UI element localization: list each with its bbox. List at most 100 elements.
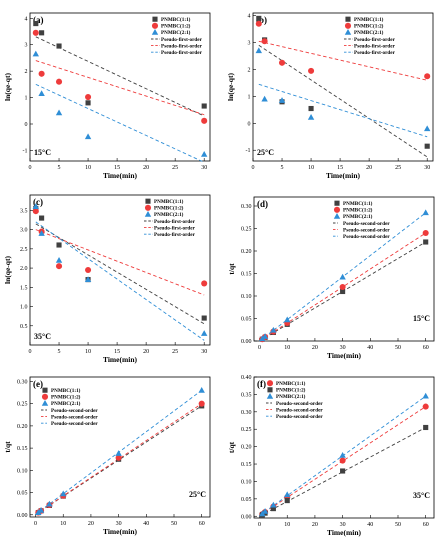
x-tick-label: 15 — [114, 165, 120, 171]
x-tick-label: 0 — [29, 349, 32, 355]
data-point — [85, 100, 91, 106]
y-axis-label: ln(qe-qt) — [3, 73, 12, 101]
x-tick-label: 10 — [85, 349, 91, 355]
data-point — [261, 38, 268, 45]
x-tick-label: 30 — [340, 345, 346, 351]
legend-entry: PNMBC(2:1) — [354, 29, 384, 36]
legend-marker — [333, 206, 341, 213]
x-tick-label: 20 — [312, 345, 318, 351]
y-axis-label: t/qt — [227, 263, 236, 275]
legend-entry: Pseudo-second-order — [343, 227, 390, 233]
y-tick-label: 0.5 — [20, 324, 28, 330]
x-tick-label: 0 — [34, 521, 37, 527]
y-tick-label: 0.20 — [241, 249, 252, 255]
temperature-label: 15°C — [34, 148, 51, 157]
chart-panel-6: 0 10 20 30 40 50 60 0.00 0.05 0.10 0.15 0.20 0.25 0.3… — [227, 375, 435, 537]
data-point — [55, 263, 63, 270]
y-tick-label: 0.10 — [241, 294, 252, 300]
legend-entry: PNMBC(1:1) — [154, 198, 184, 205]
x-axis-label: Time(min) — [327, 528, 362, 537]
data-point — [201, 117, 208, 124]
data-point — [84, 276, 92, 283]
temperature-label: 25°C — [189, 490, 206, 499]
data-point — [115, 450, 122, 456]
x-tick-label: 10 — [284, 522, 290, 528]
data-point — [56, 242, 62, 248]
legend-entry: Pseudo-second-order — [343, 221, 390, 227]
legend-marker — [266, 393, 274, 399]
y-tick-label: 0.00 — [17, 513, 28, 519]
y-tick-label: 3.0 — [20, 228, 28, 234]
data-point — [339, 457, 346, 464]
fit-line — [35, 221, 205, 341]
legend-entry: Pseudo-second-order — [51, 414, 98, 420]
chart-panel-5: 0 10 20 30 40 50 60 0.00 0.05 0.10 0.15 0.20 0.25 0.3… — [3, 376, 211, 536]
x-tick-label: 50 — [171, 521, 177, 527]
x-tick-label: 20 — [143, 165, 149, 171]
data-point — [270, 506, 276, 512]
x-tick-label: 25 — [172, 165, 178, 171]
x-tick-label: 25 — [172, 349, 178, 355]
x-tick-label: 20 — [366, 165, 372, 171]
legend-entry: Pseudo-first-order — [154, 219, 196, 225]
legend-entry: Pseudo-second-order — [276, 414, 323, 420]
x-tick-label: 30 — [201, 165, 207, 171]
x-tick-label: 40 — [367, 522, 373, 528]
y-axis-label: ln(qe-qt) — [3, 256, 12, 284]
data-point — [115, 454, 122, 461]
data-point — [261, 333, 269, 339]
x-tick-label: 15 — [114, 349, 120, 355]
data-point — [339, 273, 346, 280]
legend-entry: Pseudo-first-order — [154, 225, 196, 231]
y-tick-label: 0.25 — [241, 427, 252, 433]
x-tick-label: 15 — [337, 165, 343, 171]
x-tick-label: 30 — [116, 521, 122, 527]
chart-panel-2: 0 5 10 15 20 25 30 -1 0 1 2 3 4 Time(min) ln(qe-qt) (b)… — [226, 12, 434, 180]
legend: PNMBC(1:1)PNMBC(1:2)PNMBC(2:1)Pseudo-sec… — [333, 200, 390, 240]
legend-marker — [334, 200, 340, 206]
x-tick-label: 20 — [143, 349, 149, 355]
data-point — [423, 239, 429, 245]
x-tick-label: 5 — [58, 349, 61, 355]
data-point — [84, 133, 92, 140]
legend-entry: Pseudo-first-order — [161, 43, 203, 49]
data-point — [278, 59, 286, 66]
data-point — [424, 143, 430, 149]
y-tick-label: 0.25 — [17, 402, 28, 408]
x-tick-label: 10 — [85, 165, 91, 171]
y-tick-label: 4 — [25, 16, 28, 22]
data-point — [261, 95, 268, 102]
legend-entry: Pseudo-second-order — [276, 401, 323, 407]
legend-entry: Pseudo-second-order — [51, 408, 98, 414]
legend-entry: PNMBC(1:1) — [343, 200, 373, 207]
data-point — [284, 316, 291, 323]
fit-line — [258, 83, 428, 138]
x-tick-label: 0 — [29, 165, 32, 171]
data-point — [284, 491, 291, 498]
data-point — [255, 47, 263, 54]
data-point — [60, 490, 67, 497]
plot-frame — [252, 12, 434, 162]
y-tick-label: 0.30 — [17, 379, 28, 385]
temperature-label: 25°C — [257, 148, 274, 157]
data-point — [55, 78, 63, 85]
y-tick-label: 0.30 — [241, 204, 252, 210]
data-point — [55, 109, 63, 116]
y-tick-label: -1 — [246, 148, 251, 154]
fit-line — [35, 83, 205, 163]
panel-label: (e) — [33, 379, 43, 389]
data-point — [307, 114, 315, 120]
chart-panel-1: 0 5 10 15 20 25 30 -1 0 1 2 3 4 Time(min) ln(qe-qt) (a)… — [3, 12, 211, 180]
legend-marker — [345, 16, 351, 22]
y-tick-label: 0.00 — [241, 339, 252, 345]
data-point — [200, 151, 208, 157]
x-tick-label: 5 — [281, 165, 284, 171]
fit-line — [35, 229, 205, 296]
legend-marker — [344, 29, 352, 35]
panel-label: (b) — [256, 15, 267, 25]
legend-entry: PNMBC(1:2) — [276, 387, 306, 394]
data-point — [39, 215, 45, 221]
plot-frame — [253, 376, 435, 519]
data-point — [201, 103, 207, 109]
